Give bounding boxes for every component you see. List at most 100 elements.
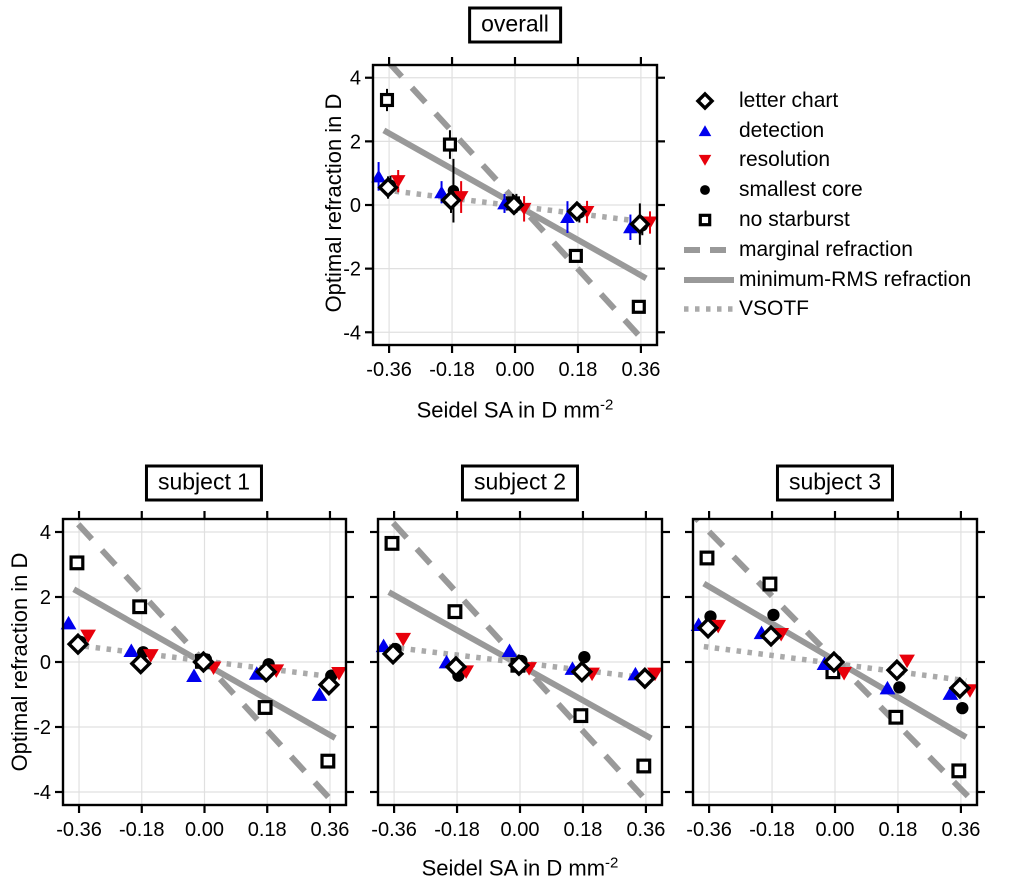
square-open-point [442, 137, 458, 152]
y-tick-label: 2 [350, 131, 361, 153]
triangle-down-point [80, 629, 96, 644]
diamond-open-icon [695, 91, 715, 111]
diamond-open-point [503, 194, 525, 216]
triangle-down-icon [698, 155, 712, 167]
subject1-chart: -0.36 -0.18 0.00 0.18 0.36 -4 -2 0 2 4 [33, 511, 354, 841]
x-axis-label-top: Seidel SA in D mm-2 [416, 396, 614, 423]
square-open-point [447, 604, 463, 620]
x-tick-label: 0.00 [816, 819, 855, 841]
x-tick-label: 0.36 [310, 819, 349, 841]
x-tick-label: 0.18 [558, 359, 597, 381]
triangle-up-point [186, 668, 202, 683]
diamond-open-point [377, 176, 399, 199]
legend-label-detection: detection [739, 118, 825, 142]
legend-item-letter-chart: letter chart [682, 86, 1024, 116]
legend-item-smallest-core: smallest core [682, 175, 1024, 205]
panel-title-subject2: subject 2 [460, 464, 580, 502]
triangle-down-point [647, 667, 663, 682]
triangle-up-legend-glyph [698, 124, 712, 136]
x-tick-label: -0.36 [56, 819, 102, 841]
triangle-down-point [395, 632, 412, 647]
panel-title-subject3: subject 3 [775, 464, 895, 502]
y-tick-label: 4 [40, 522, 51, 544]
square-open-point [631, 299, 646, 314]
diamond-open-point [696, 616, 720, 640]
square-open-point [384, 535, 400, 551]
circle-legend-glyph [700, 185, 710, 196]
diamond-open-point [633, 666, 657, 690]
legend-item-detection: detection [682, 116, 1024, 146]
diamond-open-point [317, 673, 341, 697]
square-open-point [762, 576, 778, 592]
x-tick-label: -0.18 [429, 359, 475, 381]
x-tick-label: -0.18 [749, 819, 795, 841]
triangle-down-point [142, 649, 159, 663]
y-tick-label: -4 [343, 322, 361, 344]
y-tick-label: -2 [33, 717, 51, 739]
y-tick-label: 0 [40, 652, 51, 674]
square-open-point [573, 708, 589, 724]
triangle-up-point [879, 680, 896, 695]
legend-label-letter-chart: letter chart [739, 88, 839, 112]
triangle-up-point [123, 643, 140, 657]
triangle-up-point [560, 210, 575, 224]
x-tick-label: -0.36 [371, 819, 417, 841]
diamond-open-legend-glyph [695, 91, 715, 111]
triangle-up-point [623, 220, 638, 234]
diamond-open-point [566, 200, 588, 223]
panel-title-overall: overall [468, 6, 562, 44]
square-open-icon [698, 213, 712, 227]
x-tick-label: 0.18 [878, 819, 917, 841]
square-open-point [888, 709, 904, 725]
triangle-down-point [642, 216, 658, 230]
panel-title-subject1: subject 1 [144, 464, 264, 502]
diamond-open-point [948, 676, 972, 700]
x-tick-label: 0.00 [501, 819, 540, 841]
diamond-open-point [885, 658, 909, 682]
x-tick-label: 0.00 [185, 819, 224, 841]
legend-label-marginal-refraction: marginal refraction [739, 237, 913, 261]
diamond-open-point [444, 655, 468, 679]
circle-point [956, 702, 969, 715]
line-solid-icon [684, 276, 734, 283]
x-tick-label: -0.36 [366, 359, 412, 381]
y-tick-label: -2 [343, 259, 361, 281]
diamond-open-point [192, 650, 215, 674]
circle-icon [700, 185, 710, 196]
square-open-legend-glyph [698, 213, 712, 227]
triangle-up-point [371, 169, 386, 183]
square-open-point [257, 700, 273, 715]
x-tick-label: -0.36 [686, 819, 732, 841]
line-dotted-icon [684, 306, 734, 313]
x-axis-label-bottom: Seidel SA in D mm-2 [421, 854, 619, 881]
legend-item-no-starburst: no starburst [682, 205, 1024, 235]
y-tick-label: -4 [33, 782, 51, 804]
subject3-chart: -0.36 -0.18 0.00 0.18 0.36 [685, 511, 985, 841]
diamond-open-point [66, 632, 90, 656]
circle-point [578, 650, 591, 664]
diamond-open-point [254, 660, 278, 684]
line-dashed-icon [684, 246, 734, 253]
x-tick-label: 0.36 [941, 819, 980, 841]
y-tick-label: 0 [350, 195, 361, 217]
square-open-point [568, 248, 583, 263]
diamond-open-point [759, 624, 783, 648]
diamond-open-point [381, 642, 405, 666]
triangle-up-point [501, 643, 518, 657]
triangle-down-legend-glyph [698, 155, 712, 167]
x-tick-label: -0.18 [119, 819, 165, 841]
diamond-open-point [822, 650, 846, 674]
legend-item-minimum-rms-refraction: minimum-RMS refraction [682, 265, 1024, 295]
legend-label-resolution: resolution [739, 148, 831, 172]
triangle-up-point [60, 615, 77, 630]
square-open-point [320, 753, 336, 769]
triangle-down-point [899, 654, 915, 669]
circle-point [893, 681, 906, 694]
triangle-down-point [331, 667, 347, 681]
legend-item-vsotf: VSOTF [682, 295, 1024, 325]
triangle-down-point [453, 191, 469, 204]
circle-point [767, 608, 780, 622]
square-open-point [379, 92, 395, 108]
square-open-point [699, 550, 715, 566]
